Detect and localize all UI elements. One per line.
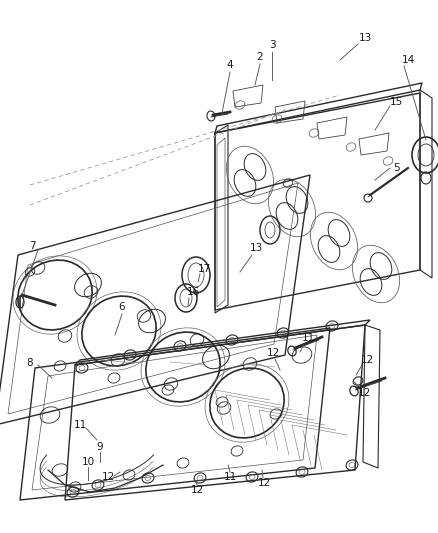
Text: 12: 12 <box>360 355 374 365</box>
Text: 12: 12 <box>266 348 279 358</box>
Text: 3: 3 <box>268 40 276 50</box>
Text: 2: 2 <box>257 52 263 62</box>
Text: 7: 7 <box>28 241 35 251</box>
Text: 5: 5 <box>393 163 399 173</box>
Text: 8: 8 <box>27 358 33 368</box>
Text: 12: 12 <box>101 472 115 482</box>
Text: 4: 4 <box>227 60 233 70</box>
Text: 12: 12 <box>258 478 271 488</box>
Text: 16: 16 <box>187 287 200 297</box>
Text: 6: 6 <box>119 302 125 312</box>
Text: 13: 13 <box>249 243 263 253</box>
Text: 13: 13 <box>358 33 371 43</box>
Text: 9: 9 <box>97 442 103 452</box>
Text: 11: 11 <box>74 420 87 430</box>
Text: 12: 12 <box>191 485 204 495</box>
Text: 15: 15 <box>389 97 403 107</box>
Text: 14: 14 <box>401 55 415 65</box>
Text: 11: 11 <box>301 333 314 343</box>
Text: 17: 17 <box>198 264 211 274</box>
Text: 10: 10 <box>81 457 95 467</box>
Text: 11: 11 <box>223 472 237 482</box>
Text: 12: 12 <box>357 388 371 398</box>
